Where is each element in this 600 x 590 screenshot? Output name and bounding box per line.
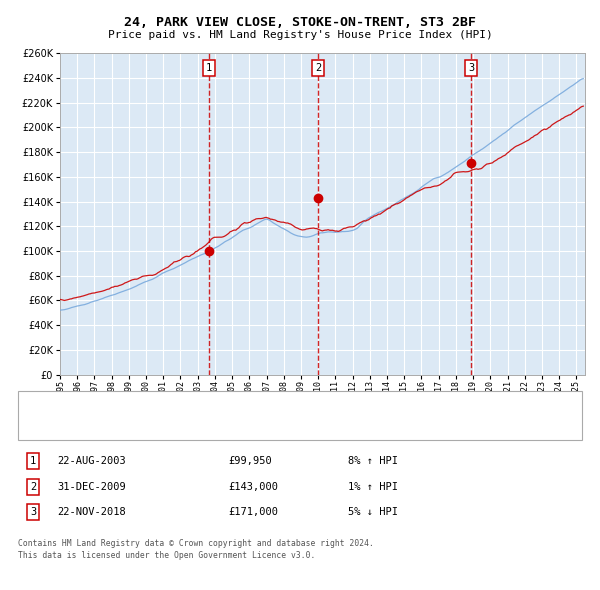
- Text: 2: 2: [30, 482, 36, 491]
- Text: 8% ↑ HPI: 8% ↑ HPI: [348, 457, 398, 466]
- Text: £99,950: £99,950: [228, 457, 272, 466]
- Text: 3: 3: [468, 63, 475, 73]
- Text: 5% ↓ HPI: 5% ↓ HPI: [348, 507, 398, 517]
- Text: 2: 2: [315, 63, 321, 73]
- Text: 22-NOV-2018: 22-NOV-2018: [57, 507, 126, 517]
- Text: £171,000: £171,000: [228, 507, 278, 517]
- Text: HPI: Average price, detached house, Stoke-on-Trent: HPI: Average price, detached house, Stok…: [69, 421, 363, 431]
- Text: 1: 1: [206, 63, 212, 73]
- Text: 3: 3: [30, 507, 36, 517]
- Text: 24, PARK VIEW CLOSE, STOKE-ON-TRENT, ST3 2BF (detached house): 24, PARK VIEW CLOSE, STOKE-ON-TRENT, ST3…: [69, 399, 427, 409]
- Text: 1% ↑ HPI: 1% ↑ HPI: [348, 482, 398, 491]
- Text: £143,000: £143,000: [228, 482, 278, 491]
- Text: Price paid vs. HM Land Registry's House Price Index (HPI): Price paid vs. HM Land Registry's House …: [107, 31, 493, 40]
- Text: ——: ——: [33, 398, 58, 411]
- Text: 31-DEC-2009: 31-DEC-2009: [57, 482, 126, 491]
- Text: 1: 1: [30, 457, 36, 466]
- Text: This data is licensed under the Open Government Licence v3.0.: This data is licensed under the Open Gov…: [18, 551, 316, 560]
- Text: Contains HM Land Registry data © Crown copyright and database right 2024.: Contains HM Land Registry data © Crown c…: [18, 539, 374, 549]
- Text: 24, PARK VIEW CLOSE, STOKE-ON-TRENT, ST3 2BF: 24, PARK VIEW CLOSE, STOKE-ON-TRENT, ST3…: [124, 16, 476, 29]
- Text: 22-AUG-2003: 22-AUG-2003: [57, 457, 126, 466]
- Text: ——: ——: [33, 419, 58, 432]
